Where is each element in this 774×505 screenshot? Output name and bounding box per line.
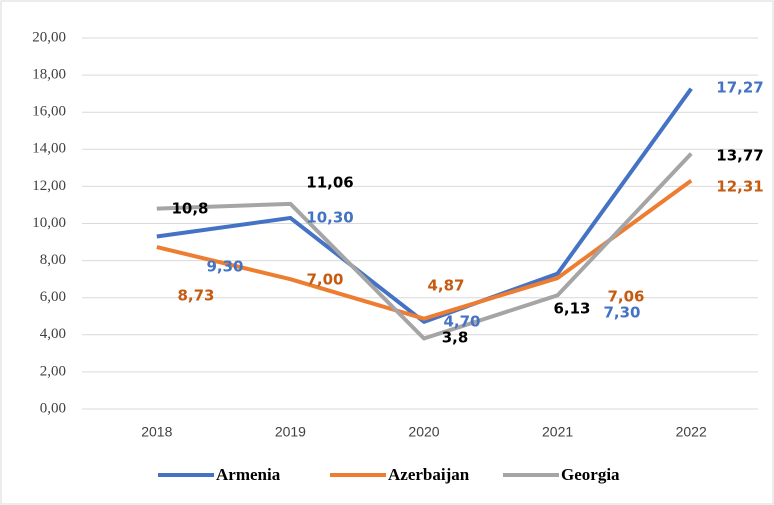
data-label: 3,8 — [442, 329, 469, 347]
data-label: 4,70 — [443, 313, 480, 331]
y-tick-label: 2,00 — [40, 363, 66, 379]
data-label: 10,8 — [171, 200, 208, 218]
y-tick-label: 20,00 — [32, 29, 66, 45]
y-tick-label: 14,00 — [32, 141, 66, 157]
data-label: 8,73 — [177, 287, 214, 305]
y-tick-label: 18,00 — [32, 67, 66, 83]
y-tick-label: 0,00 — [40, 400, 66, 416]
data-label: 7,06 — [607, 288, 644, 306]
y-tick-label: 4,00 — [40, 326, 66, 342]
data-label: 9,30 — [206, 258, 243, 276]
data-label: 10,30 — [306, 209, 353, 227]
x-tick-label: 2020 — [408, 424, 439, 440]
data-label: 12,31 — [716, 178, 763, 196]
x-tick-label: 2019 — [275, 424, 306, 440]
line — [156, 152, 693, 341]
y-tick-label: 10,00 — [32, 215, 66, 231]
data-label: 13,77 — [716, 147, 763, 165]
legend-label: Georgia — [561, 465, 620, 484]
x-tick-label: 2021 — [542, 424, 573, 440]
x-tick-label: 2018 — [141, 424, 172, 440]
y-tick-label: 6,00 — [40, 289, 66, 305]
data-label: 17,27 — [716, 79, 763, 97]
y-tick-label: 12,00 — [32, 178, 66, 194]
data-label: 7,30 — [603, 304, 640, 322]
line — [156, 87, 693, 324]
data-label: 7,00 — [306, 271, 343, 289]
y-tick-label: 16,00 — [32, 104, 66, 120]
legend-label: Armenia — [216, 465, 281, 484]
data-label: 11,06 — [306, 174, 353, 192]
data-label: 6,13 — [553, 300, 590, 318]
y-tick-label: 8,00 — [40, 252, 66, 268]
data-label: 4,87 — [427, 277, 464, 295]
legend-label: Azerbaijan — [388, 465, 470, 484]
x-tick-label: 2022 — [676, 424, 707, 440]
